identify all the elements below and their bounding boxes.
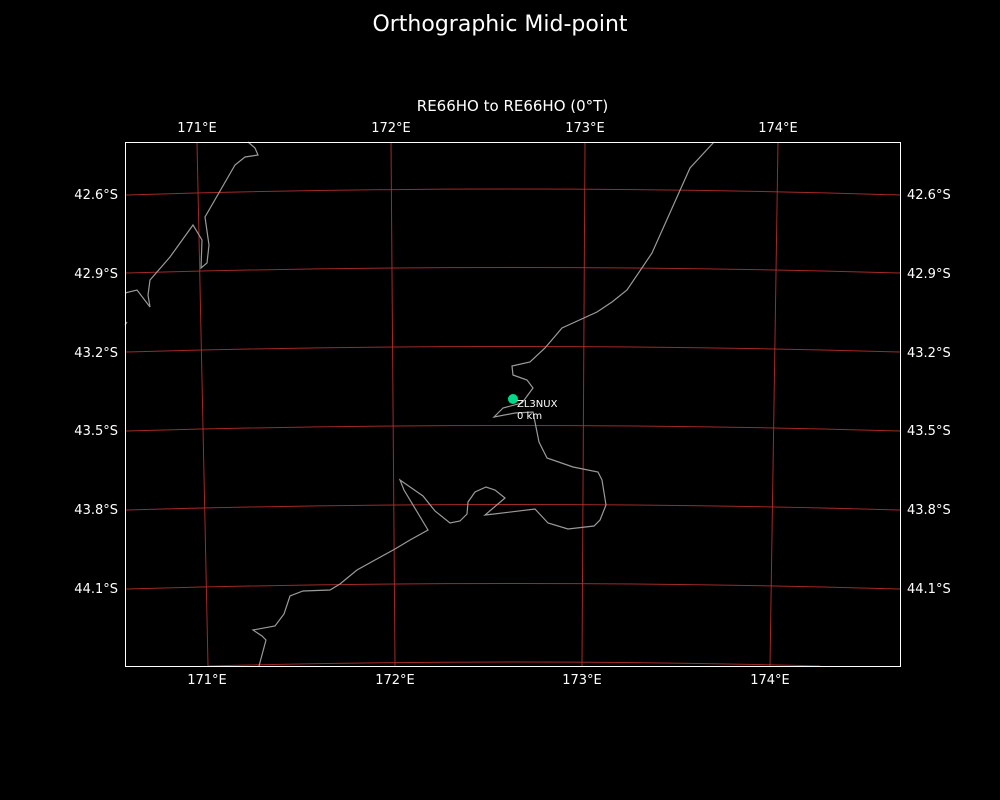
top-lon-ticks: 171°E 172°E 173°E 174°E: [177, 121, 798, 136]
marker-callsign-label: ZL3NUX: [517, 399, 558, 410]
lat-line-43.8: [124, 504, 901, 511]
tick-label: 171°E: [187, 673, 227, 688]
midpoint-marker: [508, 394, 518, 404]
tick-label: 43.5°S: [74, 424, 118, 439]
map-subtitle: RE66HO to RE66HO (0°T): [416, 97, 609, 115]
tick-label: 171°E: [177, 121, 217, 136]
tick-label: 172°E: [375, 673, 415, 688]
tick-label: 174°E: [750, 673, 790, 688]
lon-line-174: [769, 141, 779, 667]
lon-line-172: [390, 141, 396, 667]
lat-line-44.4: [207, 661, 821, 667]
coastline-west: [124, 141, 259, 308]
tick-label: 172°E: [371, 121, 411, 136]
tick-label: 42.9°S: [907, 267, 951, 282]
coastline-east: [251, 141, 715, 667]
tick-label: 44.1°S: [907, 582, 951, 597]
tick-label: 173°E: [565, 121, 605, 136]
midpoint-marker-group: ZL3NUX 0 km: [508, 394, 558, 422]
tick-label: 43.5°S: [907, 424, 951, 439]
tick-label: 42.6°S: [907, 188, 951, 203]
lat-line-42.6: [124, 188, 901, 196]
tick-label: 42.6°S: [74, 188, 118, 203]
coastline: [124, 141, 715, 667]
lat-line-44.1: [124, 583, 901, 590]
tick-label: 173°E: [562, 673, 602, 688]
gridlines: [124, 141, 901, 667]
lon-line-173: [581, 141, 586, 667]
tick-label: 174°E: [758, 121, 798, 136]
tick-label: 43.8°S: [74, 503, 118, 518]
marker-distance-label: 0 km: [517, 411, 542, 422]
tick-label: 43.8°S: [907, 503, 951, 518]
chart-title: Orthographic Mid-point: [372, 12, 628, 37]
lat-line-43.5: [124, 425, 901, 432]
left-lat-ticks: 42.6°S 42.9°S 43.2°S 43.5°S 43.8°S 44.1°…: [74, 188, 118, 597]
lon-line-171: [196, 141, 209, 667]
tick-label: 43.2°S: [74, 346, 118, 361]
tick-label: 43.2°S: [907, 346, 951, 361]
map-frame: [125, 142, 901, 667]
right-lat-ticks: 42.6°S 42.9°S 43.2°S 43.5°S 43.8°S 44.1°…: [907, 188, 951, 597]
lat-line-43.2: [124, 346, 901, 353]
tick-label: 42.9°S: [74, 267, 118, 282]
bottom-lon-ticks: 171°E 172°E 173°E 174°E: [187, 673, 790, 688]
tick-label: 44.1°S: [74, 582, 118, 597]
lat-line-42.9: [124, 267, 901, 274]
